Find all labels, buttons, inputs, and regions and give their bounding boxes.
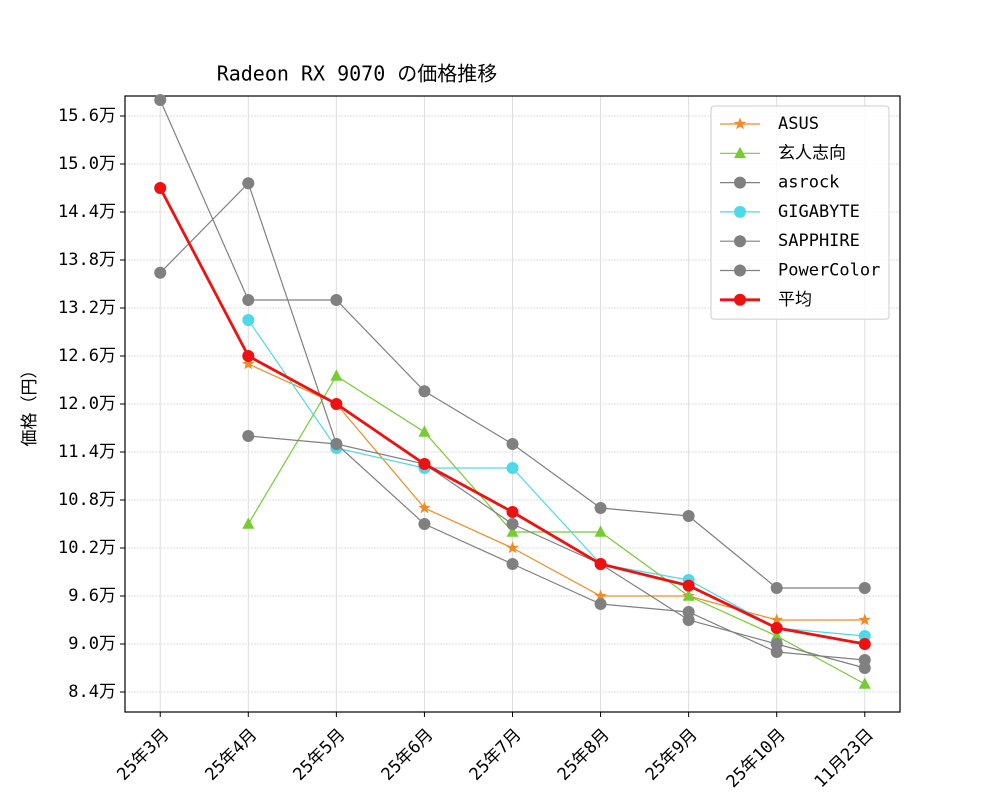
marker xyxy=(594,598,607,610)
marker xyxy=(242,177,255,190)
y-tick-label: 13.2万 xyxy=(58,298,116,318)
marker xyxy=(154,266,167,279)
y-axis-label: 価格（円） xyxy=(20,362,40,447)
x-tick-label: 25年9月 xyxy=(642,725,702,785)
marker xyxy=(858,638,871,650)
marker xyxy=(770,629,783,641)
marker xyxy=(418,425,431,437)
y-tick-label: 10.8万 xyxy=(58,490,116,510)
marker xyxy=(242,430,255,442)
marker xyxy=(506,438,519,450)
legend-box xyxy=(710,105,890,320)
legend-label: asrock xyxy=(778,173,839,193)
series-line xyxy=(248,435,865,661)
y-tick-label: 12.0万 xyxy=(58,394,116,414)
marker xyxy=(154,94,167,106)
marker xyxy=(858,677,871,689)
y-tick-label: 8.4万 xyxy=(68,682,116,702)
x-tick-label: 11月23日 xyxy=(811,725,878,792)
marker xyxy=(242,350,255,362)
series-line xyxy=(247,375,866,685)
marker xyxy=(242,357,255,370)
marker xyxy=(594,589,607,602)
marker xyxy=(733,117,747,130)
marker xyxy=(506,541,519,554)
marker xyxy=(734,293,746,306)
marker xyxy=(242,517,255,529)
x-tick-label: 25年8月 xyxy=(554,725,614,785)
marker xyxy=(858,582,871,594)
x-tick-label: 25年3月 xyxy=(113,725,173,785)
marker xyxy=(418,501,431,514)
legend-label: SAPPHIRE xyxy=(778,231,860,251)
marker xyxy=(330,294,343,306)
marker xyxy=(506,525,519,537)
marker xyxy=(594,558,607,570)
legend-label: 平均 xyxy=(778,290,812,310)
marker xyxy=(734,146,746,159)
marker xyxy=(330,438,343,450)
marker xyxy=(594,502,607,514)
marker xyxy=(682,589,695,601)
marker xyxy=(858,613,871,626)
marker xyxy=(682,606,695,618)
y-tick-label: 9.6万 xyxy=(68,586,116,606)
marker xyxy=(330,398,343,410)
y-tick-label: 14.4万 xyxy=(58,202,116,222)
marker xyxy=(770,613,783,626)
chart-title: Radeon RX 9070 の価格推移 xyxy=(217,62,498,86)
marker xyxy=(734,176,746,189)
series-line xyxy=(248,363,865,621)
legend-label: GIGABYTE xyxy=(778,202,860,222)
marker xyxy=(734,205,746,218)
legend-label: 玄人志向 xyxy=(778,143,846,163)
x-tick-label: 25年6月 xyxy=(378,725,438,785)
marker xyxy=(506,462,519,474)
y-tick-label: 12.6万 xyxy=(58,346,116,366)
legend-label: ASUS xyxy=(778,114,819,134)
legend: ASUS 玄人志向 asrock GIGABYTE SAPPHIRE PowerColor… xyxy=(710,105,890,320)
marker xyxy=(770,582,783,594)
x-tick-label: 25年10月 xyxy=(723,725,790,792)
marker xyxy=(242,314,255,326)
marker xyxy=(770,622,783,634)
marker xyxy=(506,558,519,570)
marker xyxy=(594,525,607,537)
marker xyxy=(770,646,783,658)
marker xyxy=(330,369,343,381)
marker xyxy=(418,458,431,470)
y-tick-label: 10.2万 xyxy=(58,538,116,558)
marker xyxy=(734,264,746,277)
marker xyxy=(418,385,431,398)
x-tick-label: 25年7月 xyxy=(466,725,526,785)
marker xyxy=(506,518,519,530)
marker xyxy=(242,294,255,306)
x-tick-label: 25年4月 xyxy=(201,725,261,785)
y-tick-label: 15.0万 xyxy=(58,154,116,174)
y-tick-label: 13.8万 xyxy=(58,250,116,270)
marker xyxy=(682,510,695,522)
legend-label: PowerColor xyxy=(778,261,880,281)
marker xyxy=(734,235,746,248)
y-tick-label: 11.4万 xyxy=(58,442,116,462)
y-tick-label: 9.0万 xyxy=(68,634,116,654)
plot-frame xyxy=(124,95,901,713)
marker xyxy=(506,506,519,518)
marker xyxy=(858,654,871,666)
marker xyxy=(154,182,167,194)
marker xyxy=(418,518,431,530)
marker xyxy=(682,579,695,592)
y-tick-label: 15.6万 xyxy=(58,106,116,126)
x-tick-label: 25年5月 xyxy=(290,725,350,785)
